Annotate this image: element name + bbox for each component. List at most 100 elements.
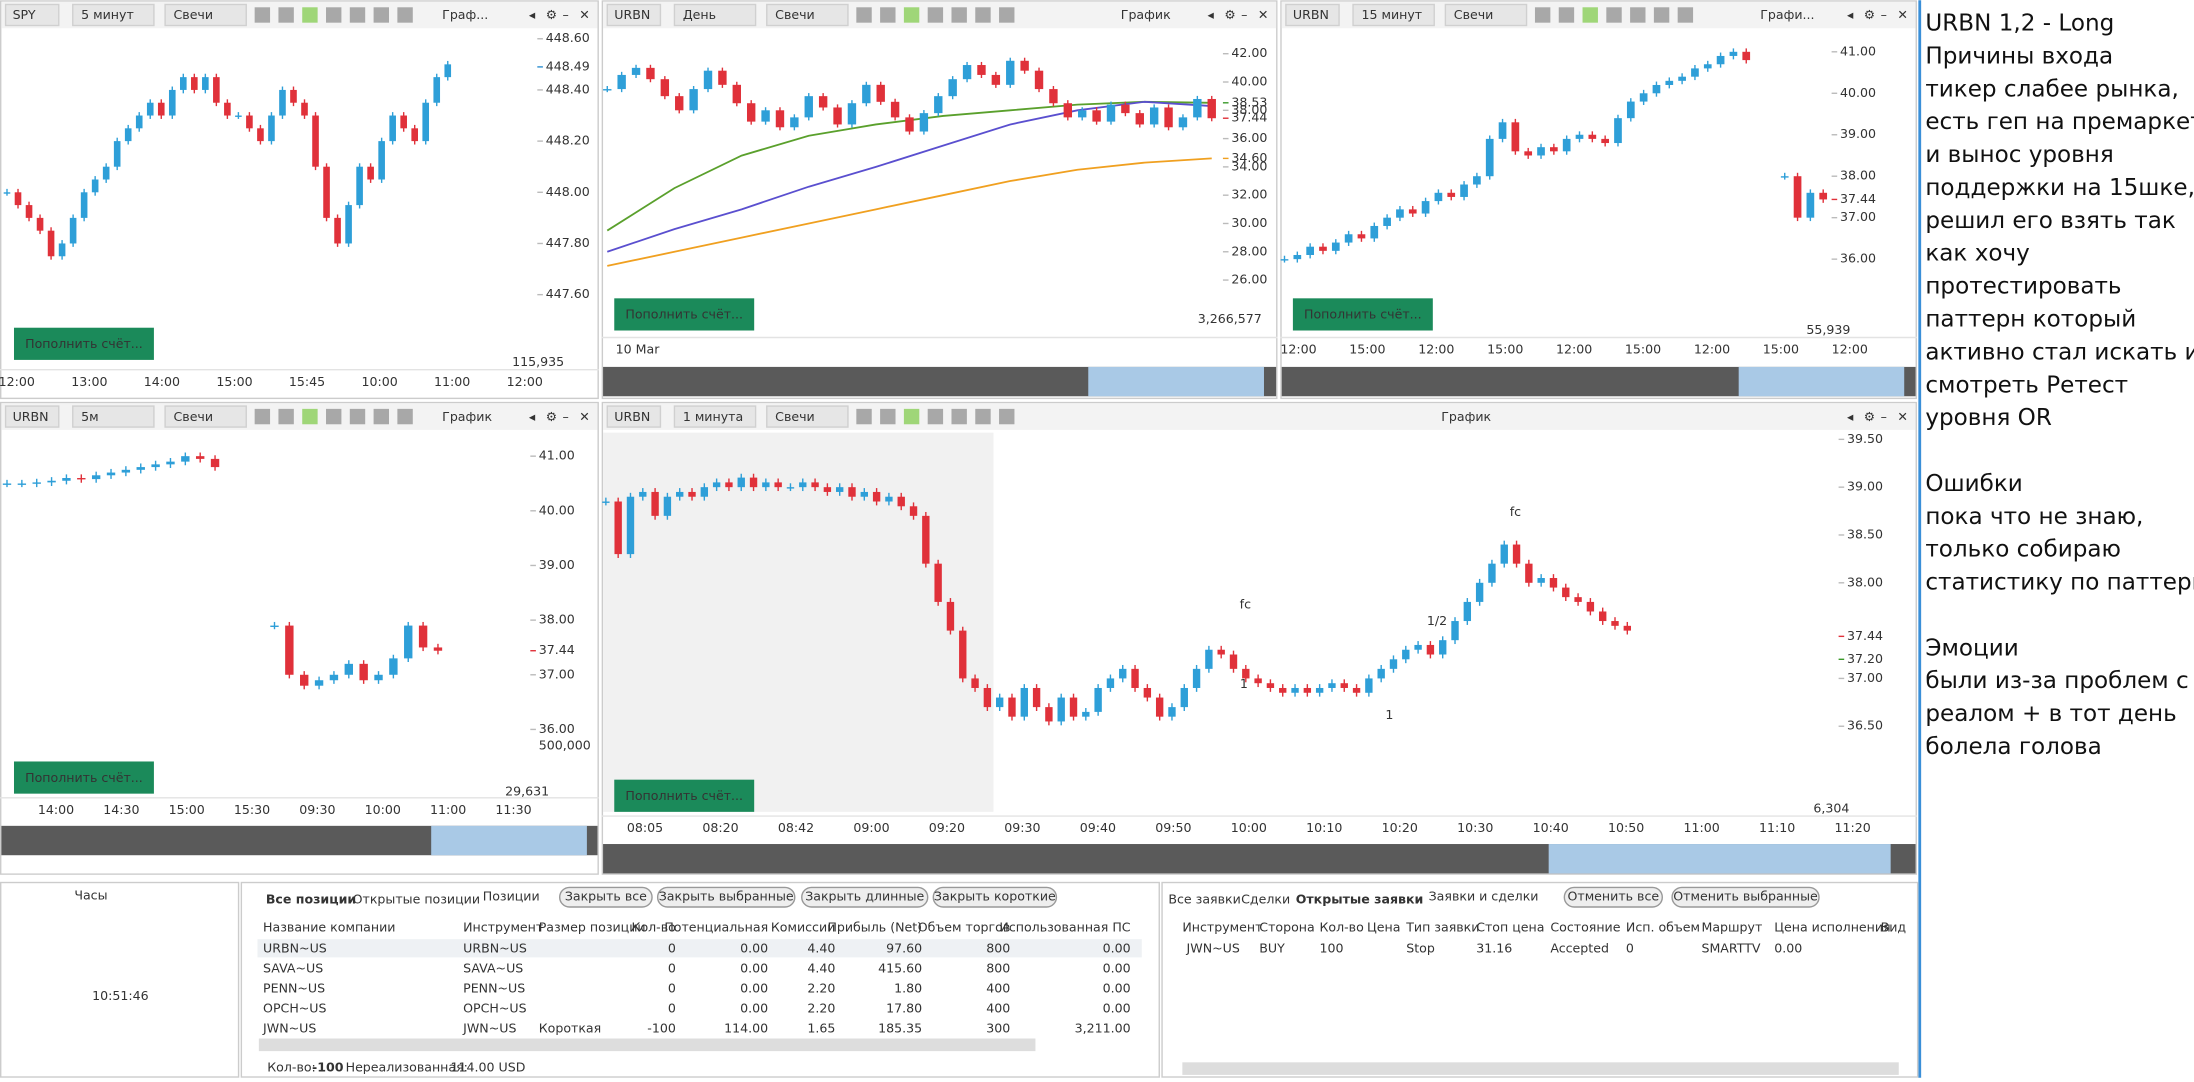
dropdown[interactable] [766,405,849,428]
tab[interactable]: Все заявки [1168,892,1240,907]
tool-icon[interactable] [302,408,318,425]
button-label[interactable]: Закрыть все [565,889,647,904]
tab[interactable]: Сделки [1241,892,1290,907]
dropdown[interactable] [766,3,849,27]
tool-icon[interactable] [975,408,991,425]
tool-icon[interactable] [326,408,342,425]
window-control[interactable]: – [562,409,568,424]
navigator-window[interactable] [1088,366,1264,397]
button[interactable] [932,886,1058,908]
dropdown[interactable] [673,405,757,428]
chart-style[interactable]: Свечи [775,409,815,424]
tool-icon[interactable] [326,7,342,23]
tool-icon[interactable] [373,408,389,425]
window-control[interactable]: ◂ [1847,7,1854,22]
deposit-button-label[interactable]: Пополнить счёт... [1304,307,1422,322]
chart-style[interactable]: Свечи [174,7,214,22]
tool-icon[interactable] [999,7,1015,23]
tool-icon[interactable] [349,408,366,425]
tool-icon[interactable] [903,408,920,425]
tool-icon[interactable] [254,7,271,23]
tool-icon[interactable] [254,408,271,425]
button-label[interactable]: Отменить все [1567,889,1659,904]
button-label[interactable]: Отменить выбранные [1673,889,1818,904]
dropdown[interactable] [1285,3,1340,27]
window-control[interactable]: – [1881,7,1887,22]
interval[interactable]: 1 минута [683,409,743,424]
tool-icon[interactable] [999,408,1015,425]
window-control[interactable]: ✕ [579,7,590,22]
window-control[interactable]: ⚙ [546,409,557,424]
scrollbar[interactable] [1182,1062,1899,1075]
navigator-window[interactable] [431,825,587,856]
window-control[interactable]: ⚙ [1864,409,1875,424]
tool-icon[interactable] [349,7,366,23]
tool-icon[interactable] [856,7,872,23]
tool-icon[interactable] [1558,7,1575,23]
window-control[interactable]: ✕ [1897,409,1908,424]
tool-icon[interactable] [951,7,967,23]
dropdown[interactable] [4,405,60,428]
dropdown[interactable] [72,405,155,428]
interval[interactable]: 5 минут [81,7,134,22]
tool-icon[interactable] [975,7,991,23]
dropdown[interactable] [1444,3,1528,27]
dropdown[interactable] [606,3,662,27]
window-control[interactable]: ⚙ [1864,7,1875,22]
navigator-window[interactable] [1738,366,1905,397]
tab[interactable]: Открытые заявки [1296,892,1424,907]
dropdown[interactable] [1352,3,1435,27]
button[interactable] [1671,886,1820,908]
tool-icon[interactable] [278,7,294,23]
dropdown[interactable] [4,3,60,27]
tool-icon[interactable] [856,408,872,425]
deposit-button[interactable] [13,761,154,794]
interval[interactable]: День [683,7,716,22]
tool-icon[interactable] [373,7,389,23]
ticker[interactable]: URBN [1293,7,1329,22]
dropdown[interactable] [606,405,662,428]
window-control[interactable]: ✕ [1897,7,1908,22]
tab[interactable]: Все позиции [266,892,356,907]
scrollbar[interactable] [258,1038,1036,1052]
tool-icon[interactable] [1606,7,1622,23]
chart-style[interactable]: Свечи [775,7,815,22]
navigator-window[interactable] [1548,844,1891,874]
tool-icon[interactable] [951,408,967,425]
button[interactable] [558,886,653,908]
button[interactable] [656,886,796,908]
ticker[interactable]: URBN [614,7,650,22]
window-control[interactable]: ◂ [529,409,536,424]
window-control[interactable]: ✕ [1258,7,1269,22]
tab[interactable]: Открытые позиции [353,892,480,907]
ticker[interactable]: URBN [614,409,650,424]
chart-style[interactable]: Свечи [1454,7,1494,22]
tool-icon[interactable] [278,408,294,425]
deposit-button[interactable] [1292,298,1433,331]
deposit-button[interactable] [614,298,755,331]
tool-icon[interactable] [880,7,896,23]
deposit-button[interactable] [13,327,154,360]
dropdown[interactable] [164,405,247,428]
window-control[interactable]: ◂ [529,7,536,22]
window-control[interactable]: – [1241,7,1247,22]
window-control[interactable]: – [562,7,568,22]
button[interactable] [1563,886,1663,908]
button-label[interactable]: Закрыть длинные [805,889,924,904]
dropdown[interactable] [164,3,247,27]
window-control[interactable]: – [1881,409,1887,424]
tool-icon[interactable] [1653,7,1670,23]
dropdown[interactable] [72,3,155,27]
window-control[interactable]: ⚙ [546,7,557,22]
deposit-button-label[interactable]: Пополнить счёт... [25,770,143,785]
tool-icon[interactable] [1582,7,1598,23]
ticker[interactable]: URBN [13,409,49,424]
tool-icon[interactable] [1677,7,1694,23]
window-control[interactable]: ⚙ [1224,7,1235,22]
window-control[interactable]: ✕ [579,409,590,424]
window-control[interactable]: ◂ [1208,7,1215,22]
tool-icon[interactable] [927,408,944,425]
tool-icon[interactable] [903,7,920,23]
button[interactable] [801,886,929,908]
deposit-button-label[interactable]: Пополнить счёт... [625,788,743,803]
